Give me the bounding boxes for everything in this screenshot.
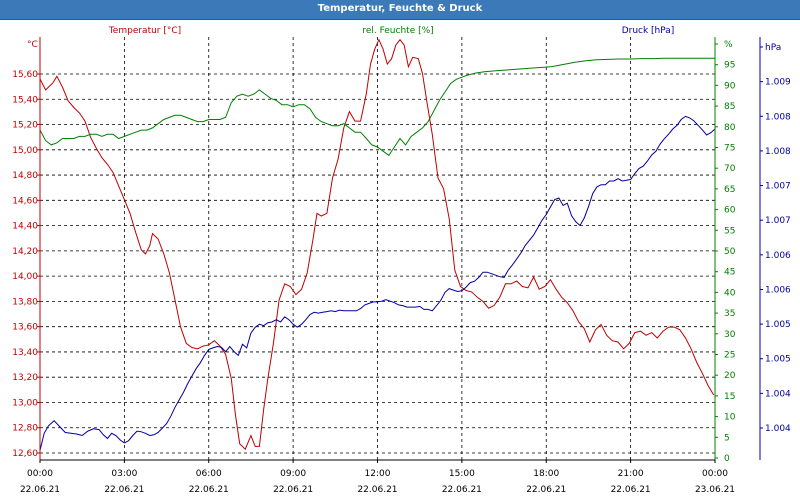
humidity-tick-label: 95 — [724, 61, 735, 71]
temperature-tick-label: 13,20 — [12, 373, 38, 383]
humidity-axis-title: rel. Feuchte [%] — [362, 26, 433, 36]
x-tick-label-time: 18:00 — [533, 469, 559, 479]
series-line-pressure — [39, 115, 716, 451]
humidity-tick-label: % — [724, 40, 733, 50]
temperature-tick-label: 14,60 — [12, 196, 38, 206]
pressure-axis-title: Druck [hPa] — [622, 26, 675, 36]
temperature-unit-label: °C — [27, 40, 38, 50]
series-line-temperature — [39, 38, 715, 451]
humidity-tick-label: 30 — [724, 330, 736, 340]
temperature-tick-label: 15,40 — [12, 95, 38, 105]
x-tick-label-time: 06:00 — [196, 469, 222, 479]
pressure-tick-label: 1.004 — [765, 389, 791, 399]
x-tick-label-time: 12:00 — [365, 469, 391, 479]
x-tick-label-date: 22.06.21 — [526, 485, 566, 495]
pressure-tick-label: 1.004 — [765, 424, 791, 434]
pressure-tick-label: 1.009 — [765, 78, 791, 88]
x-tick-label-time: 03:00 — [111, 469, 137, 479]
label-layer: Temperatur [°C] °C rel. Feuchte [%] Druc… — [27, 26, 674, 50]
x-tick-label-date: 22.06.21 — [611, 485, 651, 495]
temperature-tick-label: 14,00 — [12, 272, 38, 282]
x-tick-label-time: 21:00 — [618, 469, 644, 479]
pressure-tick-label: 1.008 — [765, 147, 791, 157]
humidity-tick-label: 15 — [724, 392, 735, 402]
humidity-tick-label: 10 — [724, 413, 736, 423]
x-tick-label-time: 09:00 — [280, 469, 306, 479]
temperature-tick-label: 14,40 — [12, 222, 38, 232]
temperature-tick-label: 15,00 — [12, 146, 38, 156]
x-tick-label-date: 22.06.21 — [273, 485, 313, 495]
temperature-tick-label: 13,40 — [12, 348, 38, 358]
temperature-tick-label: 15,60 — [12, 70, 38, 80]
humidity-tick-label: 0 — [724, 454, 730, 464]
pressure-tick-label: hPa — [765, 43, 781, 53]
humidity-tick-label: 50 — [724, 247, 736, 257]
series-layer — [39, 38, 716, 451]
x-tick-label-time: 00:00 — [27, 469, 53, 479]
temperature-tick-label: 12,80 — [12, 424, 38, 434]
humidity-tick-label: 75 — [724, 144, 735, 154]
temperature-tick-label: 14,20 — [12, 247, 38, 257]
pressure-tick-label: 1.006 — [765, 251, 791, 261]
temperature-tick-label: 13,00 — [12, 398, 38, 408]
humidity-tick-label: 35 — [724, 309, 735, 319]
pressure-tick-label: 1.006 — [765, 285, 791, 295]
x-tick-label-date: 22.06.21 — [104, 485, 144, 495]
humidity-tick-label: 20 — [724, 371, 736, 381]
x-tick-label-date: 22.06.21 — [189, 485, 229, 495]
temperature-tick-label: 14,80 — [12, 171, 38, 181]
pressure-tick-label: 1.008 — [765, 112, 791, 122]
humidity-tick-label: 25 — [724, 351, 735, 361]
humidity-tick-label: 40 — [724, 288, 736, 298]
humidity-tick-label: 5 — [724, 433, 730, 443]
x-tick-label-date: 22.06.21 — [442, 485, 482, 495]
humidity-tick-label: 90 — [724, 81, 736, 91]
temperature-tick-label: 13,80 — [12, 297, 38, 307]
pressure-tick-label: 1.007 — [765, 216, 791, 226]
temperature-axis-title: Temperatur [°C] — [108, 26, 181, 36]
x-tick-label-time: 00:00 — [702, 469, 728, 479]
x-tick-label-date: 22.06.21 — [20, 485, 60, 495]
axes-layer: 12,60 12,80 13,00 13,20 13,40 13,60 13,80 14,00… — [12, 37, 791, 495]
humidity-tick-label: 65 — [724, 185, 735, 195]
temperature-tick-label: 15,20 — [12, 121, 38, 131]
humidity-tick-label: 80 — [724, 123, 736, 133]
humidity-tick-label: 55 — [724, 226, 735, 236]
x-tick-label-time: 15:00 — [449, 469, 475, 479]
x-tick-label-date: 22.06.21 — [357, 485, 397, 495]
humidity-tick-label: 85 — [724, 102, 735, 112]
pressure-tick-label: 1.005 — [765, 355, 791, 365]
humidity-tick-label: 60 — [724, 206, 736, 216]
chart-title: Temperatur, Feuchte & Druck — [0, 0, 800, 20]
pressure-tick-label: 1.005 — [765, 320, 791, 330]
humidity-tick-label: 70 — [724, 164, 736, 174]
temperature-tick-label: 12,60 — [12, 449, 38, 459]
grid — [40, 37, 715, 460]
humidity-tick-label: 45 — [724, 268, 735, 278]
pressure-tick-label: 1.007 — [765, 182, 791, 192]
x-tick-label-date: 23.06.21 — [695, 485, 735, 495]
temperature-tick-label: 13,60 — [12, 323, 38, 333]
series-line-humidity — [39, 57, 715, 157]
